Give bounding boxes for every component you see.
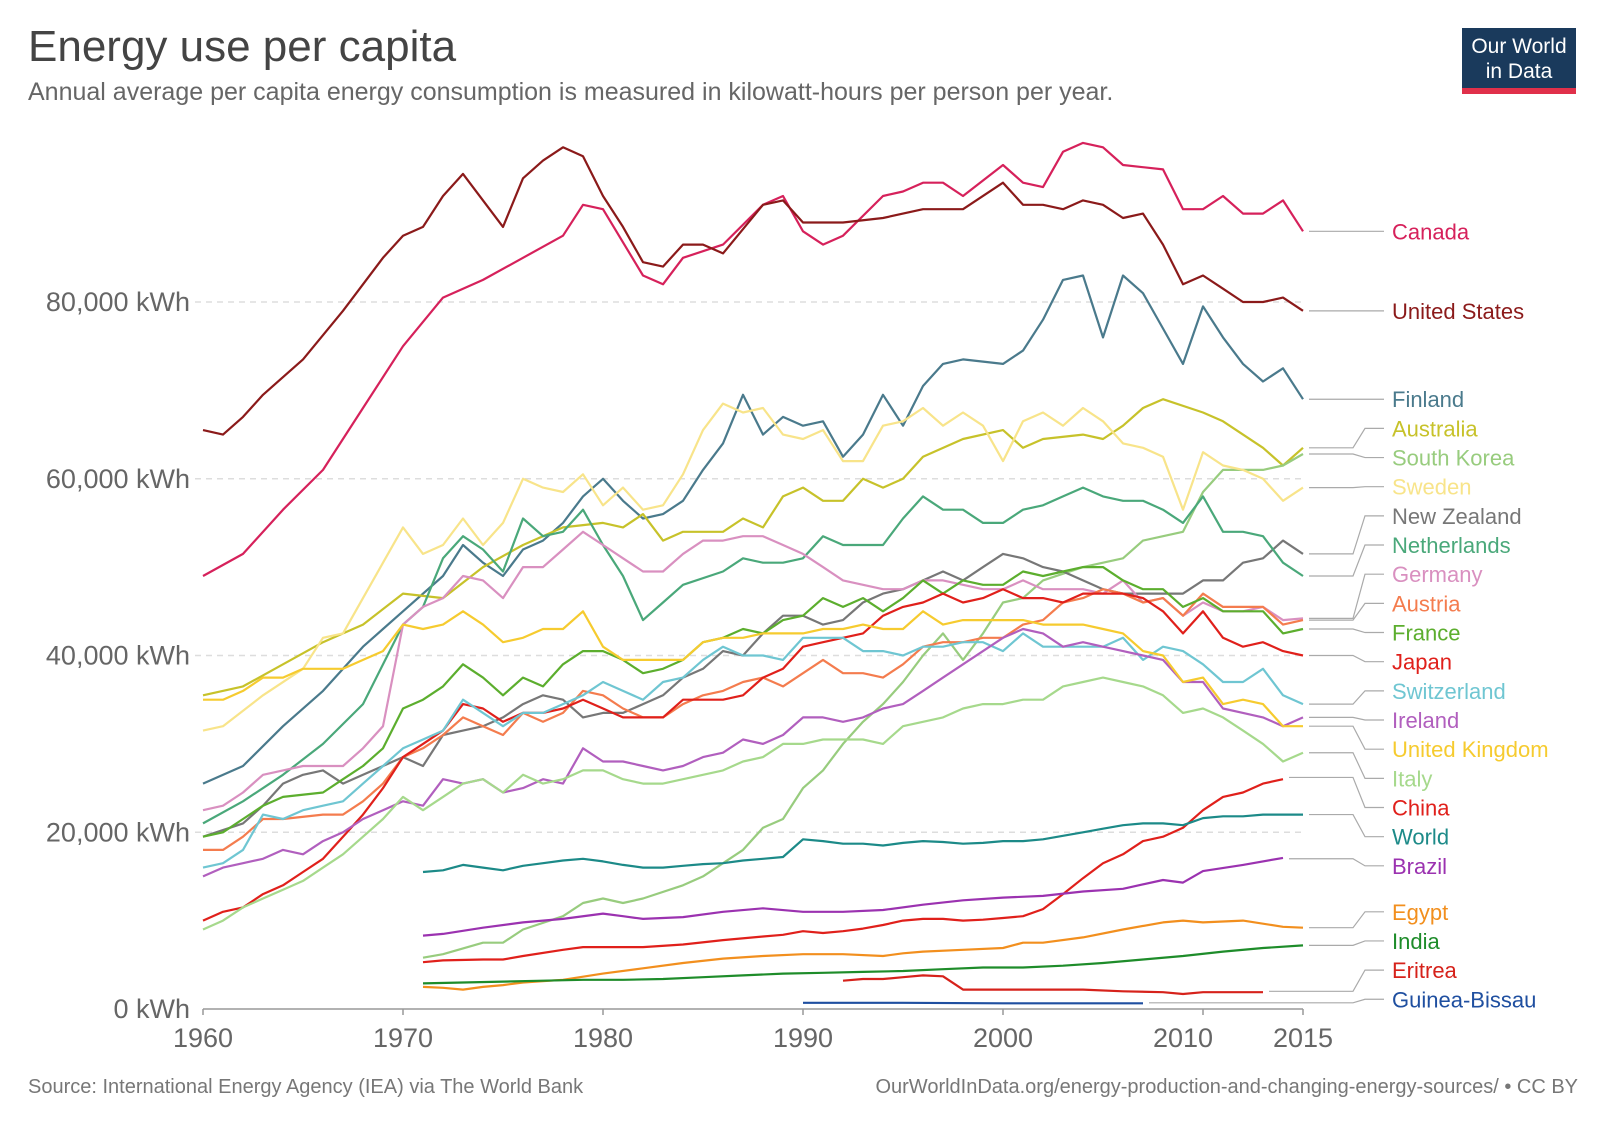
series-label-world: World [1392,825,1449,850]
series-lines [202,141,1304,1005]
series-label-france: France [1392,621,1460,646]
series-label-south-korea: South Korea [1392,446,1515,471]
series-label-guinea-bissau: Guinea-Bissau [1392,987,1536,1012]
y-tick-label: 80,000 kWh [46,287,190,317]
x-tick-label: 2015 [1273,1023,1333,1053]
series-label-austria: Austria [1392,591,1461,616]
x-tick-label: 1970 [373,1023,433,1053]
y-tick-label: 20,000 kWh [46,817,190,847]
label-connector [1309,911,1384,929]
y-tick-label: 40,000 kWh [46,641,190,671]
label-connector [1309,654,1384,663]
x-tick-label: 1980 [573,1023,633,1053]
series-line-new-zealand [202,539,1304,838]
series-label-brazil: Brazil [1392,854,1447,879]
source-link[interactable]: OurWorldInData.org/energy-production-and… [875,1076,1578,1098]
series-label-switzerland: Switzerland [1392,679,1506,704]
series-line-united-kingdom [203,610,1303,728]
series-line-guinea-bissau [803,1001,1143,1005]
label-connector [1309,940,1384,946]
series-line-eritrea [842,974,1263,996]
series-line-united-states [202,146,1304,436]
label-connector [1289,858,1384,867]
series-line-japan [202,588,1304,922]
x-tick-label: 2010 [1153,1023,1213,1053]
label-connector [1309,573,1384,619]
series-label-netherlands: Netherlands [1392,533,1511,558]
series-label-united-kingdom: United Kingdom [1392,737,1549,762]
axes: 0 kWh 20,000 kWh 40,000 kWh 60,000 kWh 80,00… [46,287,1333,1053]
series-label-sweden: Sweden [1392,475,1472,500]
series-line-austria [203,588,1304,851]
series-line-canada [202,141,1304,577]
label-connector [1309,544,1384,577]
label-connector [1269,969,1384,992]
series-label-united-states: United States [1392,299,1524,324]
series-label-india: India [1392,929,1440,954]
series-line-ireland [202,627,1304,878]
series-label-eritrea: Eritrea [1392,958,1458,983]
series-label-japan: Japan [1392,650,1452,675]
series-label-italy: Italy [1392,766,1432,791]
label-connector [1309,453,1384,459]
x-tick-label: 1990 [773,1023,833,1053]
logo-line-1: Our World [1471,35,1567,58]
x-tick-label: 2000 [973,1023,1033,1053]
logo-line-2: in Data [1485,60,1553,83]
chart-title: Energy use per capita [28,22,457,71]
series-line-finland [202,274,1304,785]
label-connector [1149,998,1384,1004]
label-connector [1309,752,1384,779]
series-line-sweden [202,402,1304,732]
label-connector [1289,776,1384,809]
series-line-world [422,813,1303,874]
series-line-india [422,944,1304,985]
series-label-finland: Finland [1392,387,1464,412]
y-tick-label: 60,000 kWh [46,464,190,494]
source-note: Source: International Energy Agency (IEA… [28,1076,584,1098]
series-label-new-zealand: New Zealand [1392,504,1522,529]
series-line-australia [202,398,1304,697]
x-tick-label: 1960 [173,1023,233,1053]
label-connector [1309,486,1384,489]
series-labels: Canada United States Finland Australia South… [1149,219,1549,1012]
series-line-italy [202,676,1304,931]
series-line-switzerland [202,632,1304,869]
y-tick-label: 0 kWh [113,994,190,1024]
label-connector [1309,628,1384,634]
label-connector [1309,427,1384,449]
series-line-netherlands [202,486,1304,825]
series-label-canada: Canada [1392,219,1470,244]
label-connector [1309,813,1384,838]
label-connector [1309,515,1384,555]
label-connector [1309,602,1384,621]
series-label-australia: Australia [1392,416,1478,441]
chart-subtitle: Annual average per capita energy consump… [28,78,1114,106]
label-connector [1309,690,1384,705]
series-line-egypt [422,919,1304,991]
series-label-germany: Germany [1392,562,1482,587]
series-label-china: China [1392,796,1450,821]
series-line-germany [202,530,1304,812]
series-label-ireland: Ireland [1392,708,1459,733]
series-label-egypt: Egypt [1392,900,1448,925]
label-connector [1309,725,1384,750]
owid-logo[interactable]: Our World in Data [1462,28,1576,94]
grid-lines [195,301,1303,833]
label-connector [1309,716,1384,721]
series-line-china [422,778,1284,964]
series-line-brazil [422,856,1284,937]
